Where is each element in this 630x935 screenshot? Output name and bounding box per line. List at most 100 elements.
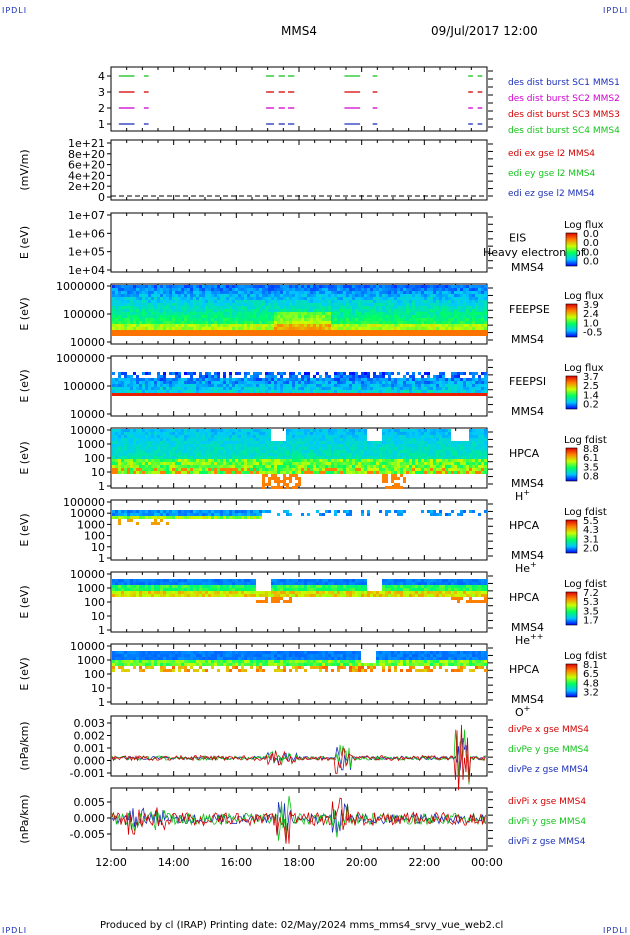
y-axis-label: E (eV) [18, 297, 31, 330]
colorbar [566, 664, 577, 697]
y-tick-label: 10000 [70, 424, 105, 437]
y-tick-label: 1000 [77, 582, 105, 595]
spectrogram-hpca-he1 [112, 510, 487, 525]
y-tick-label: 1000000 [56, 280, 105, 293]
legend-entry: divPi z gse MMS4 [508, 837, 586, 847]
y-tick-label: 10 [91, 610, 105, 623]
y-tick-label: 0.000 [74, 755, 106, 768]
y-tick-label: 100 [84, 452, 105, 465]
y-axis-label: (nPa/km) [18, 721, 31, 770]
x-tick-label: 18:00 [283, 856, 315, 869]
instrument-label: FEEPSE [509, 303, 550, 316]
instrument-label: HPCA [509, 519, 540, 532]
legend-entry: divPi y gse MMS4 [508, 817, 586, 827]
legend-entry: edi ey gse l2 MMS4 [508, 169, 595, 179]
colorbar [566, 304, 577, 337]
y-tick-label: 1 [98, 696, 105, 709]
spacecraft-label: MMS4 [511, 261, 544, 274]
legend-entry: des dist burst SC2 MMS2 [508, 94, 620, 104]
y-tick-label: 0.002 [74, 730, 106, 743]
colorbar-tick-label: 2.0 [583, 544, 599, 555]
y-tick-label: 1000 [77, 654, 105, 667]
y-tick-label: 1 [98, 624, 105, 637]
colorbar [566, 592, 577, 625]
y-tick-label: -0.001 [70, 767, 105, 780]
species-label: He++ [515, 632, 543, 647]
x-tick-label: 12:00 [95, 856, 127, 869]
legend-entry: des dist burst SC3 MMS3 [508, 110, 620, 120]
colorbar [566, 376, 577, 409]
species-label: H+ [515, 488, 530, 503]
spectrogram-feeps-ions [112, 372, 487, 396]
y-axis-label: E (eV) [18, 585, 31, 618]
colorbar-tick-label: 0.8 [583, 472, 599, 483]
panel-electron-pressure-gradient: 0.0030.0020.0010.000-0.001(nPa/km)divPe … [18, 716, 589, 780]
footer-text: Produced by cl (IRAP) Printing date: 02/… [100, 920, 503, 931]
y-tick-label: 0.001 [74, 742, 106, 755]
y-tick-label: 1 [98, 480, 105, 493]
y-tick-label: 10000 [70, 408, 105, 421]
y-tick-label: 0 [98, 191, 105, 204]
spectrogram-hpca-h [112, 429, 487, 489]
instrument-label: HPCA [509, 591, 540, 604]
panel-frame [111, 213, 487, 272]
panel-frame [111, 67, 487, 131]
y-tick-label: 3 [98, 86, 105, 99]
legend-entry: divPe y gse MMS4 [508, 745, 589, 755]
legend-entry: divPe x gse MMS4 [508, 725, 589, 735]
y-tick-label: 1 [98, 118, 105, 131]
y-tick-label: 0.000 [74, 812, 106, 825]
y-tick-label: 10 [91, 682, 105, 695]
instrument-label: HPCA [509, 663, 540, 676]
y-axis-label: (mV/m) [18, 149, 31, 190]
colorbar [566, 233, 577, 266]
y-tick-label: 1e+07 [68, 209, 105, 222]
spectrogram-feeps-electrons [112, 285, 487, 336]
y-tick-label: 1e+05 [68, 246, 105, 259]
y-axis-label: E (eV) [18, 657, 31, 690]
instrument-label: HPCA [509, 447, 540, 460]
species-label: He+ [515, 560, 537, 575]
y-tick-label: 100000 [63, 308, 105, 321]
instrument-label: EIS [509, 232, 526, 245]
panel-frame [111, 716, 487, 776]
y-tick-label: 4 [98, 70, 105, 83]
y-tick-label: 10000 [70, 568, 105, 581]
y-tick-label: -0.005 [70, 828, 105, 841]
y-tick-label: 0.005 [74, 796, 106, 809]
x-tick-label: 00:00 [471, 856, 503, 869]
panel-frame [111, 500, 487, 560]
colorbar-tick-label: 0.2 [583, 400, 599, 411]
colorbar-tick-label: -0.5 [583, 328, 603, 339]
colorbar [566, 520, 577, 553]
colorbar-tick-label: 3.2 [583, 688, 599, 699]
instrument-label: FEEPSI [509, 375, 546, 388]
spacecraft-label: MMS4 [511, 333, 544, 346]
y-tick-label: 1000000 [56, 352, 105, 365]
y-axis-label: E (eV) [18, 513, 31, 546]
spacecraft-label: MMS4 [511, 549, 544, 562]
x-tick-label: 16:00 [220, 856, 252, 869]
spacecraft-label: MMS4 [511, 405, 544, 418]
y-tick-label: 1e+06 [68, 227, 105, 240]
y-tick-label: 100 [84, 668, 105, 681]
legend-entry: des dist burst SC4 MMS4 [508, 126, 620, 136]
y-axis-label: E (eV) [18, 369, 31, 402]
y-tick-label: 10000 [70, 336, 105, 349]
panel-frame [111, 140, 487, 200]
spectrogram-hpca-he2 [112, 579, 487, 603]
colorbar-tick-label: 0.0 [583, 257, 599, 268]
y-tick-label: 100000 [63, 380, 105, 393]
x-tick-label: 20:00 [346, 856, 378, 869]
y-axis-label: (nPa/km) [18, 794, 31, 843]
y-tick-label: 1000 [77, 438, 105, 451]
y-tick-label: 1e+04 [68, 264, 105, 277]
y-tick-label: 100 [84, 596, 105, 609]
legend-entry: divPi x gse MMS4 [508, 797, 586, 807]
x-tick-label: 14:00 [158, 856, 190, 869]
y-tick-label: 10 [91, 466, 105, 479]
y-axis-label: E (eV) [18, 441, 31, 474]
